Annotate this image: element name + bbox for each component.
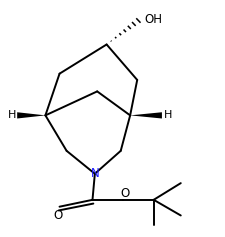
Polygon shape — [17, 112, 45, 118]
Text: O: O — [121, 187, 130, 200]
Text: O: O — [54, 209, 63, 222]
Text: H: H — [164, 110, 172, 120]
Text: H: H — [8, 110, 16, 120]
Polygon shape — [130, 112, 162, 118]
Text: N: N — [90, 167, 99, 180]
Text: OH: OH — [144, 13, 162, 26]
